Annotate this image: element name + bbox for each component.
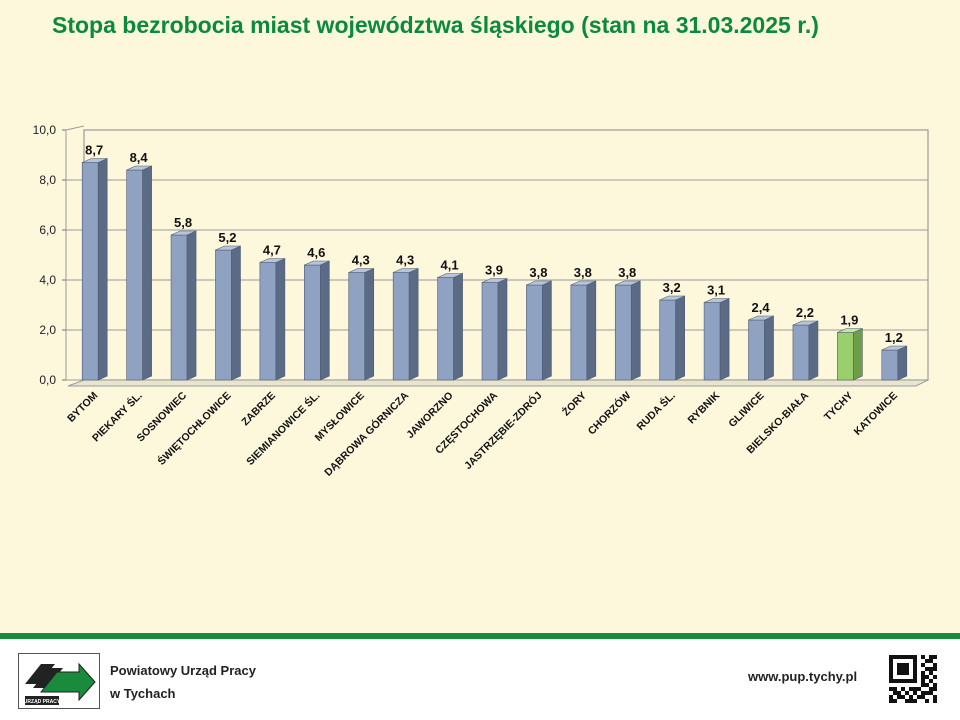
chart-floor (67, 379, 929, 387)
x-tick-label: CHORZÓW (585, 389, 633, 437)
bar-4 (215, 245, 241, 381)
value-label: 3,9 (485, 263, 503, 278)
logo-text: URZĄD PRACY (24, 699, 61, 705)
footer-divider (0, 633, 960, 639)
x-tick-label: BYTOM (65, 389, 100, 424)
logo-arrow-icon: URZĄD PRACY (24, 662, 96, 705)
bar-3 (170, 230, 197, 381)
x-tick-label: JASTRZĘBIE-ZDRÓJ (462, 389, 545, 472)
x-tick-label: KATOWICE (852, 390, 900, 438)
org-line-1: Powiatowy Urząd Pracy (110, 663, 256, 678)
footer: URZĄD PRACY Powiatowy Urząd Pracy w Tych… (0, 639, 960, 720)
value-label: 4,3 (352, 253, 370, 268)
x-tick-label: ŚWIĘTOCHŁOWICE (155, 389, 234, 468)
y-tick-label: 8,0 (39, 173, 56, 187)
x-tick-label: GLIWICE (726, 390, 766, 430)
qr-code-icon (889, 655, 937, 703)
bar-14 (659, 295, 685, 381)
value-label: 4,3 (396, 253, 414, 268)
y-tick-label: 10,0 (33, 123, 57, 137)
y-tick-label: 4,0 (39, 273, 56, 287)
value-labels: 8,7 8,4 5,8 5,2 4,7 4,6 4,3 4,3 4,1 3,9 3,8 3,8 3,8 3… (85, 143, 903, 346)
bar-12 (570, 280, 597, 381)
bar-10 (481, 278, 508, 381)
value-label: 2,2 (796, 305, 814, 320)
x-tick-label: RYBNIK (686, 389, 723, 426)
y-axis: 0,0 2,0 4,0 6,0 8,0 10,0 (33, 123, 85, 387)
value-label: 5,2 (218, 230, 236, 245)
website-link[interactable]: www.pup.tychy.pl (748, 669, 858, 684)
bar-13 (614, 280, 641, 381)
bars (81, 158, 908, 381)
bar-2 (126, 165, 152, 381)
x-tick-label: TYCHY (822, 390, 856, 424)
value-label: 8,4 (130, 150, 149, 165)
value-label: 3,2 (663, 280, 681, 295)
bar-18 (837, 328, 863, 381)
value-label: 2,4 (751, 300, 770, 315)
chart-grid (66, 129, 929, 387)
value-label: 3,1 (707, 283, 725, 298)
y-tick-label: 0,0 (39, 373, 56, 387)
value-label: 3,8 (529, 265, 547, 280)
page-title: Stopa bezrobocia miast województwa śląsk… (52, 12, 819, 38)
value-label: 4,1 (441, 258, 459, 273)
bar-7 (348, 268, 375, 381)
bar-17 (792, 320, 819, 381)
x-tick-label: RUDA ŚL. (634, 389, 678, 433)
x-tick-label: ŻORY (559, 389, 589, 419)
bar-19 (881, 345, 908, 381)
x-tick-label: ZABRZE (239, 390, 278, 429)
bar-1 (81, 158, 108, 381)
value-label: 8,7 (85, 143, 103, 158)
x-tick-label: SIEMIANOWICE ŚL. (244, 389, 323, 468)
bar-11 (526, 280, 552, 381)
y-tick-label: 2,0 (39, 323, 56, 337)
x-tick-label: DĄBROWA GÓRNICZA (322, 389, 412, 479)
org-line-2: w Tychach (110, 686, 176, 701)
bar-9 (437, 273, 463, 381)
bar-5 (259, 258, 286, 381)
organization-name: Powiatowy Urząd Pracy w Tychach (110, 659, 256, 705)
bar-15 (703, 298, 730, 381)
office-logo: URZĄD PRACY (18, 653, 100, 709)
bar-6 (304, 260, 330, 381)
bar-chart: 0,0 2,0 4,0 6,0 8,0 10,0 8,7 8,4 5,8 5,2 4,7 4,6 4,… (33, 123, 929, 479)
value-label: 4,6 (307, 245, 325, 260)
value-label: 3,8 (618, 265, 636, 280)
y-tick-label: 6,0 (39, 223, 56, 237)
bar-16 (748, 315, 774, 381)
value-label: 4,7 (263, 243, 281, 258)
value-label: 1,2 (885, 330, 903, 345)
value-label: 5,8 (174, 215, 192, 230)
value-label: 1,9 (840, 313, 858, 328)
value-label: 3,8 (574, 265, 592, 280)
bar-8 (392, 268, 419, 381)
